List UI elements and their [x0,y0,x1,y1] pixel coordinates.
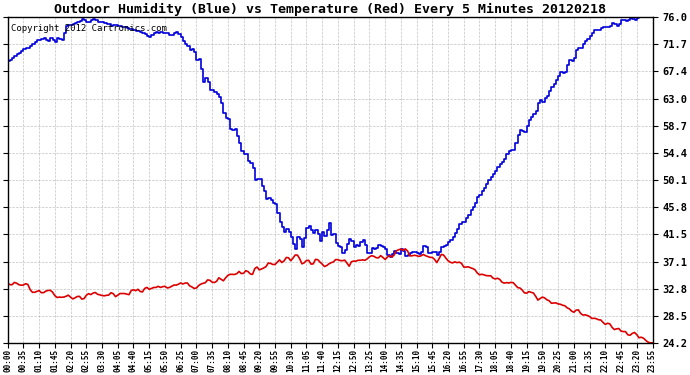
Title: Outdoor Humidity (Blue) vs Temperature (Red) Every 5 Minutes 20120218: Outdoor Humidity (Blue) vs Temperature (… [54,3,606,16]
Text: Copyright 2012 Cartronics.com: Copyright 2012 Cartronics.com [11,24,167,33]
